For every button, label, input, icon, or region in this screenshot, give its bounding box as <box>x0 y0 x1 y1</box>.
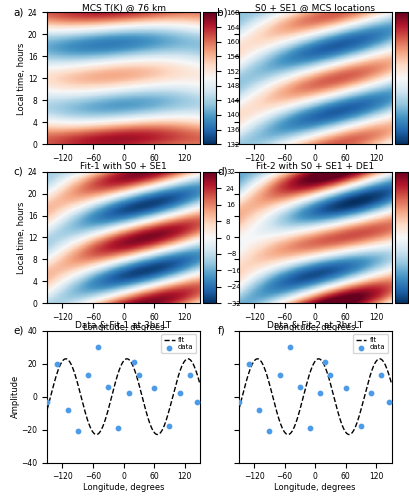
data <box>193 398 200 406</box>
data <box>326 372 333 380</box>
data <box>377 372 384 380</box>
Text: f): f) <box>217 326 225 336</box>
data <box>367 390 373 398</box>
Y-axis label: Local time, hours: Local time, hours <box>17 202 26 274</box>
Y-axis label: Local time, hours: Local time, hours <box>17 42 26 115</box>
data <box>316 390 323 398</box>
fit <box>346 432 351 438</box>
X-axis label: Longitude, degrees: Longitude, degrees <box>274 324 355 332</box>
fit <box>285 432 290 438</box>
fit <box>105 409 110 415</box>
data <box>296 383 303 391</box>
data <box>135 372 142 380</box>
X-axis label: Longitude, degrees: Longitude, degrees <box>274 482 355 492</box>
fit <box>185 356 190 362</box>
data <box>357 422 364 430</box>
fit <box>45 406 49 412</box>
fit <box>254 356 259 362</box>
fit <box>63 356 68 362</box>
data <box>130 358 137 366</box>
data <box>74 427 81 435</box>
Title: Fit-2 with S0 + SE1 + DE1: Fit-2 with S0 + SE1 + DE1 <box>256 162 373 171</box>
data <box>105 383 111 391</box>
fit <box>346 432 351 438</box>
fit <box>155 432 160 438</box>
data <box>286 344 292 351</box>
fit <box>197 380 202 386</box>
Line: fit: fit <box>47 359 200 434</box>
fit <box>236 406 240 412</box>
fit <box>155 432 160 438</box>
data <box>186 372 193 380</box>
data <box>385 398 391 406</box>
data <box>342 384 348 392</box>
data <box>44 398 50 406</box>
fit <box>388 380 393 386</box>
Legend: fit, data: fit, data <box>161 334 196 353</box>
fit <box>296 409 301 415</box>
data <box>94 344 101 351</box>
data <box>321 358 328 366</box>
Title: Fit-1 with S0 + SE1: Fit-1 with S0 + SE1 <box>80 162 166 171</box>
Title: S0 + SE1 @ MCS locations: S0 + SE1 @ MCS locations <box>254 2 374 12</box>
X-axis label: Longitude, degrees: Longitude, degrees <box>83 482 164 492</box>
data <box>151 384 157 392</box>
data <box>245 360 252 368</box>
Text: e): e) <box>13 326 24 336</box>
data <box>306 424 312 432</box>
Title: MCS T(K) @ 76 km: MCS T(K) @ 76 km <box>81 2 165 12</box>
data <box>166 422 172 430</box>
Y-axis label: Amplitude: Amplitude <box>11 375 20 418</box>
Title: Data & Fit-1 at 3hr LT: Data & Fit-1 at 3hr LT <box>75 321 171 330</box>
X-axis label: Longitude, degrees: Longitude, degrees <box>83 324 164 332</box>
fit <box>332 398 337 404</box>
Text: a): a) <box>13 7 24 17</box>
fit <box>376 356 381 362</box>
Text: c): c) <box>13 166 23 176</box>
Legend: fit, data: fit, data <box>352 334 387 353</box>
data <box>255 406 262 414</box>
fit <box>94 432 99 438</box>
data <box>235 398 241 406</box>
data <box>54 360 61 368</box>
data <box>64 406 71 414</box>
Line: fit: fit <box>238 359 391 434</box>
data <box>276 372 282 380</box>
Title: Data & Fit-2 at 3hr LT: Data & Fit-2 at 3hr LT <box>267 321 362 330</box>
data <box>84 372 91 380</box>
fit <box>156 432 161 438</box>
data <box>115 424 121 432</box>
data <box>125 390 132 398</box>
data <box>176 390 182 398</box>
Text: d): d) <box>217 166 227 176</box>
Text: b): b) <box>217 7 227 17</box>
fit <box>347 432 352 438</box>
fit <box>140 398 145 404</box>
data <box>265 427 272 435</box>
